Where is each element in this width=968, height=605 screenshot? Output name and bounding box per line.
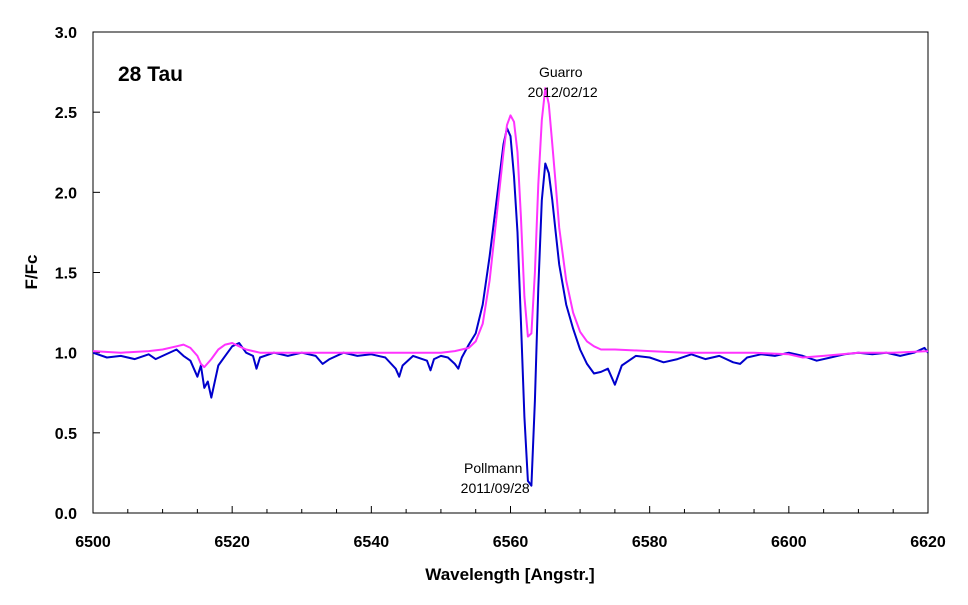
series-layer xyxy=(92,87,929,487)
guarro-annotation: Guarro 2012/02/12 xyxy=(528,64,598,100)
y-tick-label: 1.5 xyxy=(55,266,77,283)
x-tick-label: 6580 xyxy=(632,534,668,551)
x-tick-label: 6520 xyxy=(214,534,250,551)
y-tick-label: 1.0 xyxy=(55,346,77,363)
y-tick-label: 2.0 xyxy=(55,185,77,202)
guarro-annotation-line-1: Guarro xyxy=(539,64,583,80)
guarro-annotation-line-2: 2012/02/12 xyxy=(528,84,598,100)
y-tick-label: 0.5 xyxy=(55,426,77,443)
guarro-series-line xyxy=(92,87,929,369)
y-axis: 0.0 0.5 1.0 1.5 2.0 2.5 3.0 xyxy=(55,25,100,523)
y-tick-label: 0.0 xyxy=(55,506,77,523)
x-axis: 6500 6520 6540 6560 6580 6600 6620 xyxy=(75,506,946,551)
x-tick-label: 6560 xyxy=(493,534,529,551)
x-tick-label: 6620 xyxy=(910,534,946,551)
y-tick-label: 3.0 xyxy=(55,25,77,42)
pollmann-series-line xyxy=(92,127,929,487)
pollmann-annotation-line-2: 2011/09/28 xyxy=(461,480,530,496)
x-tick-label: 6500 xyxy=(75,534,111,551)
y-axis-title: F/Fc xyxy=(22,255,41,290)
pollmann-annotation: Pollmann 2011/09/28 xyxy=(461,460,530,496)
x-tick-label: 6600 xyxy=(771,534,807,551)
y-tick-label: 2.5 xyxy=(55,105,77,122)
x-axis-title: Wavelength [Angstr.] xyxy=(425,565,594,584)
star-label: 28 Tau xyxy=(118,63,183,86)
plot-area xyxy=(92,31,929,514)
x-tick-label: 6540 xyxy=(354,534,390,551)
pollmann-annotation-line-1: Pollmann xyxy=(464,460,522,476)
